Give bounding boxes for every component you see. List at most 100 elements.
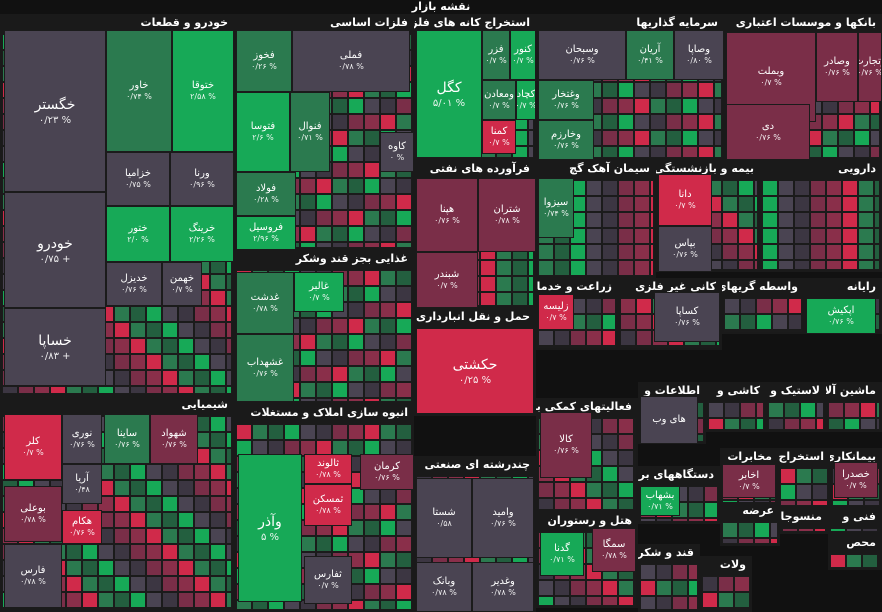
minor-stock-cell[interactable] — [838, 114, 854, 130]
minor-stock-cell[interactable] — [332, 130, 348, 146]
minor-stock-cell[interactable] — [364, 242, 380, 248]
minor-stock-cell[interactable] — [380, 350, 396, 366]
stock-cell[interactable]: فولاد ۰/۲۸ % — [236, 172, 296, 216]
minor-stock-cell[interactable] — [778, 228, 794, 244]
minor-stock-cell[interactable] — [162, 338, 178, 354]
minor-stock-cell[interactable] — [554, 580, 570, 596]
minor-stock-cell[interactable] — [130, 306, 146, 322]
minor-stock-cell[interactable] — [860, 402, 876, 418]
minor-stock-cell[interactable] — [114, 576, 130, 592]
minor-stock-cell[interactable] — [738, 180, 754, 196]
minor-stock-cell[interactable] — [656, 580, 672, 596]
minor-stock-cell[interactable] — [634, 580, 636, 596]
minor-stock-cell[interactable] — [688, 596, 698, 610]
minor-stock-cell[interactable] — [618, 260, 634, 276]
minor-stock-cell[interactable] — [210, 322, 226, 338]
minor-stock-cell[interactable] — [130, 560, 146, 576]
minor-stock-cell[interactable] — [634, 434, 636, 450]
minor-stock-cell[interactable] — [682, 114, 698, 130]
minor-stock-cell[interactable] — [634, 596, 636, 606]
minor-stock-cell[interactable] — [688, 580, 698, 596]
minor-stock-cell[interactable] — [650, 260, 654, 276]
minor-stock-cell[interactable] — [348, 226, 364, 242]
minor-stock-cell[interactable] — [650, 180, 654, 196]
stock-cell[interactable]: زلیسه ۰/۷ % — [538, 294, 574, 330]
minor-stock-cell[interactable] — [618, 196, 634, 212]
minor-stock-cell[interactable] — [602, 146, 618, 158]
minor-stock-cell[interactable] — [300, 226, 316, 242]
minor-stock-cell[interactable] — [722, 260, 738, 270]
minor-stock-cell[interactable] — [178, 386, 194, 394]
minor-stock-cell[interactable] — [810, 180, 826, 196]
stock-cell[interactable]: شتران ۰/۷۸ % — [478, 178, 536, 252]
minor-stock-cell[interactable] — [794, 196, 810, 212]
minor-stock-cell[interactable] — [332, 114, 348, 130]
minor-stock-cell[interactable] — [480, 276, 496, 292]
minor-stock-cell[interactable] — [740, 402, 756, 418]
minor-stock-cell[interactable] — [348, 398, 364, 402]
minor-stock-cell[interactable] — [666, 114, 682, 130]
minor-stock-cell[interactable] — [602, 330, 616, 346]
minor-stock-cell[interactable] — [688, 518, 704, 522]
minor-stock-cell[interactable] — [130, 480, 146, 496]
minor-stock-cell[interactable] — [844, 418, 860, 430]
stock-cell[interactable]: هپنا ۰/۷۶ % — [416, 178, 478, 252]
minor-stock-cell[interactable] — [714, 146, 722, 158]
minor-stock-cell[interactable] — [496, 276, 512, 292]
minor-stock-cell[interactable] — [226, 338, 232, 354]
minor-stock-cell[interactable] — [650, 146, 666, 158]
stock-cell[interactable]: ثفارس ۰/۷ % — [304, 556, 352, 604]
minor-stock-cell[interactable] — [756, 330, 772, 332]
minor-stock-cell[interactable] — [634, 418, 636, 434]
minor-stock-cell[interactable] — [874, 244, 880, 260]
minor-stock-cell[interactable] — [570, 482, 586, 498]
stock-cell[interactable]: ثمسکن ۰/۷۸ % — [304, 484, 352, 526]
minor-stock-cell[interactable] — [98, 576, 114, 592]
stock-cell[interactable]: ومعادن ۰/۷ % — [482, 80, 516, 120]
stock-cell[interactable]: کساپا ۰/۷۶ % — [654, 292, 720, 342]
minor-stock-cell[interactable] — [210, 480, 226, 496]
minor-stock-cell[interactable] — [194, 338, 210, 354]
minor-stock-cell[interactable] — [364, 226, 380, 242]
minor-stock-cell[interactable] — [650, 228, 654, 244]
minor-stock-cell[interactable] — [226, 274, 232, 290]
minor-stock-cell[interactable] — [698, 146, 714, 158]
minor-stock-cell[interactable] — [754, 538, 770, 544]
minor-stock-cell[interactable] — [684, 346, 700, 348]
minor-stock-cell[interactable] — [634, 498, 636, 510]
minor-stock-cell[interactable] — [364, 146, 380, 162]
minor-stock-cell[interactable] — [348, 162, 364, 178]
minor-stock-cell[interactable] — [816, 402, 824, 418]
minor-stock-cell[interactable] — [538, 346, 554, 348]
minor-stock-cell[interactable] — [364, 334, 380, 350]
stock-cell[interactable]: اخابر ۰/۷ % — [722, 464, 776, 498]
minor-stock-cell[interactable] — [226, 528, 232, 544]
stock-cell[interactable]: شهواد ۰/۷۶ % — [150, 414, 198, 464]
minor-stock-cell[interactable] — [826, 196, 842, 212]
minor-stock-cell[interactable] — [570, 244, 586, 260]
minor-stock-cell[interactable] — [718, 592, 734, 608]
minor-stock-cell[interactable] — [316, 178, 332, 194]
minor-stock-cell[interactable] — [130, 354, 146, 370]
minor-stock-cell[interactable] — [602, 596, 618, 606]
stock-cell[interactable]: غدشت ۰/۷۸ % — [236, 272, 294, 334]
minor-stock-cell[interactable] — [226, 512, 232, 528]
minor-stock-cell[interactable] — [210, 576, 226, 592]
minor-stock-cell[interactable] — [178, 480, 194, 496]
minor-stock-cell[interactable] — [396, 424, 412, 440]
minor-stock-cell[interactable] — [762, 180, 778, 196]
minor-stock-cell[interactable] — [316, 242, 332, 248]
minor-stock-cell[interactable] — [380, 504, 396, 520]
minor-stock-cell[interactable] — [704, 486, 718, 502]
stock-cell[interactable]: دی ۰/۷۶ % — [726, 104, 810, 160]
minor-stock-cell[interactable] — [226, 496, 232, 512]
minor-stock-cell[interactable] — [194, 576, 210, 592]
minor-stock-cell[interactable] — [570, 346, 586, 348]
minor-stock-cell[interactable] — [332, 210, 348, 226]
minor-stock-cell[interactable] — [380, 600, 396, 610]
minor-stock-cell[interactable] — [194, 528, 210, 544]
minor-stock-cell[interactable] — [380, 210, 396, 226]
minor-stock-cell[interactable] — [682, 82, 698, 98]
stock-cell[interactable]: کمنا ۰/۷ % — [482, 120, 516, 154]
minor-stock-cell[interactable] — [210, 448, 226, 464]
